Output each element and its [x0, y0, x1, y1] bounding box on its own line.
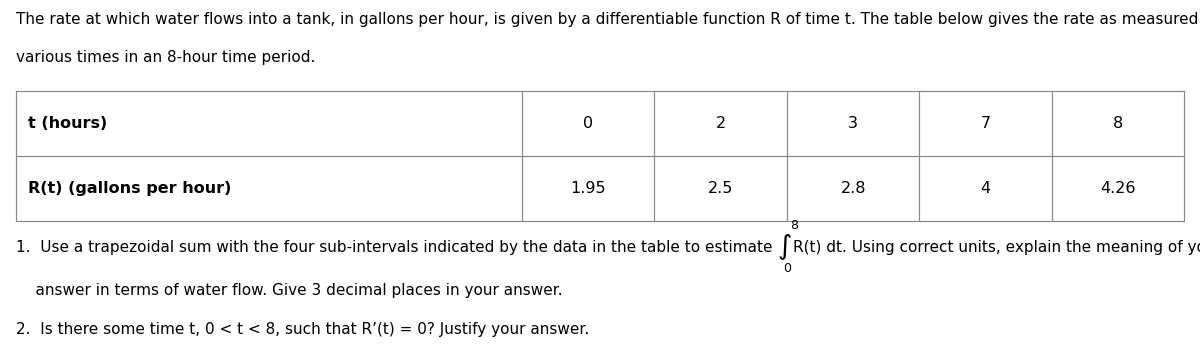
Text: 4.26: 4.26 — [1100, 181, 1136, 196]
Text: 2: 2 — [715, 116, 726, 131]
Text: 1.  Use a trapezoidal sum with the four sub-intervals indicated by the data in t: 1. Use a trapezoidal sum with the four s… — [16, 240, 776, 255]
Text: 2.  Is there some time t, 0 < t < 8, such that R’(t) = 0? Justify your answer.: 2. Is there some time t, 0 < t < 8, such… — [16, 322, 589, 337]
Text: various times in an 8-hour time period.: various times in an 8-hour time period. — [16, 50, 314, 65]
Text: 2.5: 2.5 — [708, 181, 733, 196]
Text: The rate at which water flows into a tank, in gallons per hour, is given by a di: The rate at which water flows into a tan… — [16, 12, 1200, 27]
Text: answer in terms of water flow. Give 3 decimal places in your answer.: answer in terms of water flow. Give 3 de… — [16, 282, 563, 297]
Text: 1.95: 1.95 — [570, 181, 606, 196]
Text: 4: 4 — [980, 181, 991, 196]
Text: 2.8: 2.8 — [840, 181, 866, 196]
Text: 0: 0 — [583, 116, 593, 131]
Text: $\int$: $\int$ — [776, 232, 792, 262]
Text: 8: 8 — [1114, 116, 1123, 131]
Text: R(t) (gallons per hour): R(t) (gallons per hour) — [28, 181, 230, 196]
Text: 7: 7 — [980, 116, 991, 131]
Text: 8: 8 — [790, 219, 798, 232]
Text: . Using correct units, explain the meaning of your: . Using correct units, explain the meani… — [841, 240, 1200, 255]
Text: R(t) dt: R(t) dt — [793, 240, 841, 255]
Text: 0: 0 — [784, 262, 791, 275]
Text: 3: 3 — [848, 116, 858, 131]
Text: t (hours): t (hours) — [28, 116, 107, 131]
